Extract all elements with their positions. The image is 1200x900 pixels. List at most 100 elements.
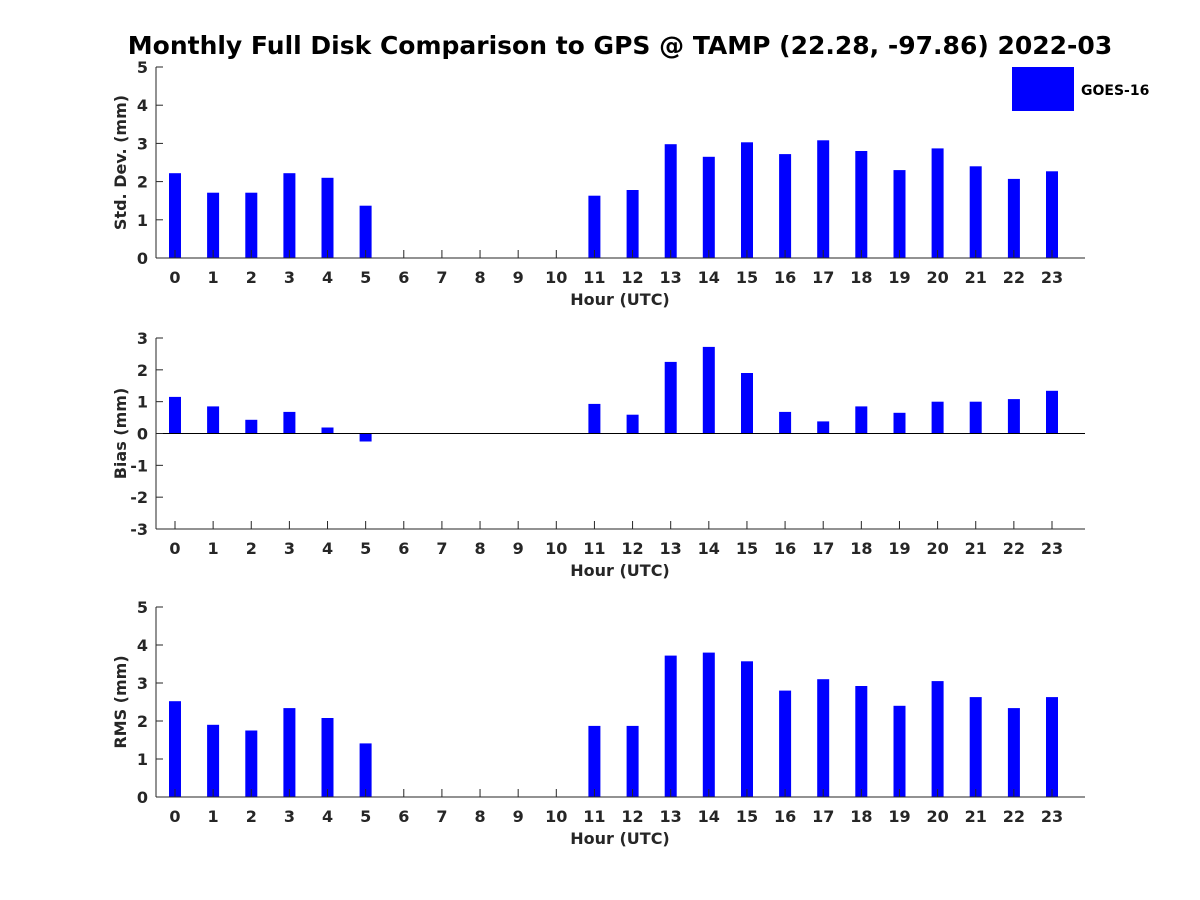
y-tick-label: 1 [137,750,148,769]
y-axis-label: Bias (mm) [111,388,130,480]
x-tick-label: 13 [660,268,682,287]
x-tick-label: 7 [436,539,447,558]
x-tick-label: 5 [360,539,371,558]
x-tick-label: 8 [474,268,485,287]
x-tick-label: 18 [850,539,872,558]
bar-hour-1 [207,724,220,797]
bar-hour-17 [817,679,830,797]
x-tick-label: 9 [513,539,524,558]
bar-hour-21 [969,166,982,258]
x-tick-label: 13 [660,807,682,826]
y-tick-label: -2 [130,488,148,507]
x-tick-label: 4 [322,268,333,287]
x-tick-label: 17 [812,807,834,826]
bar-hour-1 [207,406,220,434]
x-tick-label: 21 [965,539,987,558]
x-axis-label: Hour (UTC) [570,829,670,848]
bar-hour-4 [321,427,334,434]
y-axis-label: RMS (mm) [111,655,130,748]
bar-hour-13 [664,144,677,258]
x-tick-label: 1 [208,807,219,826]
x-tick-label: 14 [698,807,720,826]
bar-hour-15 [741,661,753,797]
x-tick-label: 16 [774,268,796,287]
x-tick-label: 21 [965,268,987,287]
bar-hour-16 [779,154,792,258]
bar-hour-5 [359,743,372,797]
x-tick-label: 20 [926,807,948,826]
x-tick-label: 7 [436,268,447,287]
y-tick-label: 5 [137,598,148,617]
bar-hour-22 [1007,708,1020,797]
bar-hour-12 [626,190,639,258]
bar-hour-18 [855,151,868,258]
x-tick-label: 6 [398,807,409,826]
bar-hour-3 [283,411,296,434]
x-tick-label: 16 [774,807,796,826]
bar-hour-3 [283,708,296,797]
x-tick-label: 6 [398,268,409,287]
y-tick-label: 3 [137,674,148,693]
bar-hour-21 [969,697,982,797]
x-tick-label: 23 [1041,539,1063,558]
y-tick-label: 0 [137,425,148,444]
x-tick-label: 12 [621,539,643,558]
bar-hour-13 [664,361,677,434]
x-tick-label: 8 [474,807,485,826]
bar-hour-20 [931,401,944,434]
x-tick-label: 9 [513,807,524,826]
x-tick-label: 5 [360,268,371,287]
bar-hour-18 [855,406,868,434]
x-tick-label: 1 [208,539,219,558]
x-tick-label: 13 [660,539,682,558]
x-tick-label: 8 [474,539,485,558]
x-tick-label: 10 [545,268,567,287]
bar-hour-14 [702,652,715,797]
x-axis-label: Hour (UTC) [570,290,670,309]
x-tick-label: 0 [169,268,180,287]
bar-hour-4 [321,718,334,797]
bar-hour-14 [702,346,715,434]
x-tick-label: 23 [1041,807,1063,826]
bar-hour-4 [321,177,334,258]
x-tick-label: 14 [698,539,720,558]
bar-hour-15 [741,142,753,258]
legend-label: GOES-16 [1081,83,1149,99]
x-tick-label: 7 [436,807,447,826]
x-tick-label: 20 [926,539,948,558]
x-tick-label: 17 [812,539,834,558]
x-tick-label: 19 [888,807,910,826]
bar-hour-18 [855,686,868,797]
bar-hour-17 [817,140,830,258]
y-tick-label: 2 [137,712,148,731]
bar-hour-23 [1046,171,1058,258]
x-tick-label: 2 [246,807,257,826]
bar-hour-5 [359,205,372,258]
y-tick-label: 1 [137,211,148,230]
x-tick-label: 22 [1003,268,1025,287]
bar-hour-0 [169,396,181,434]
y-tick-label: 1 [137,393,148,412]
y-tick-label: 0 [137,788,148,807]
bar-hour-19 [893,705,906,797]
bar-hour-12 [626,725,639,797]
x-tick-label: 21 [965,807,987,826]
x-axis-label: Hour (UTC) [570,561,670,580]
bar-hour-12 [626,414,639,434]
x-tick-label: 5 [360,807,371,826]
x-tick-label: 3 [284,268,295,287]
bar-hour-0 [169,173,181,258]
bar-hour-16 [779,690,792,797]
bar-hour-11 [588,403,601,434]
x-tick-label: 23 [1041,268,1063,287]
y-tick-label: -1 [130,456,148,475]
y-tick-label: 4 [137,636,148,655]
x-tick-label: 18 [850,807,872,826]
x-tick-label: 11 [583,268,605,287]
bar-hour-20 [931,681,944,797]
y-tick-label: 2 [137,361,148,380]
